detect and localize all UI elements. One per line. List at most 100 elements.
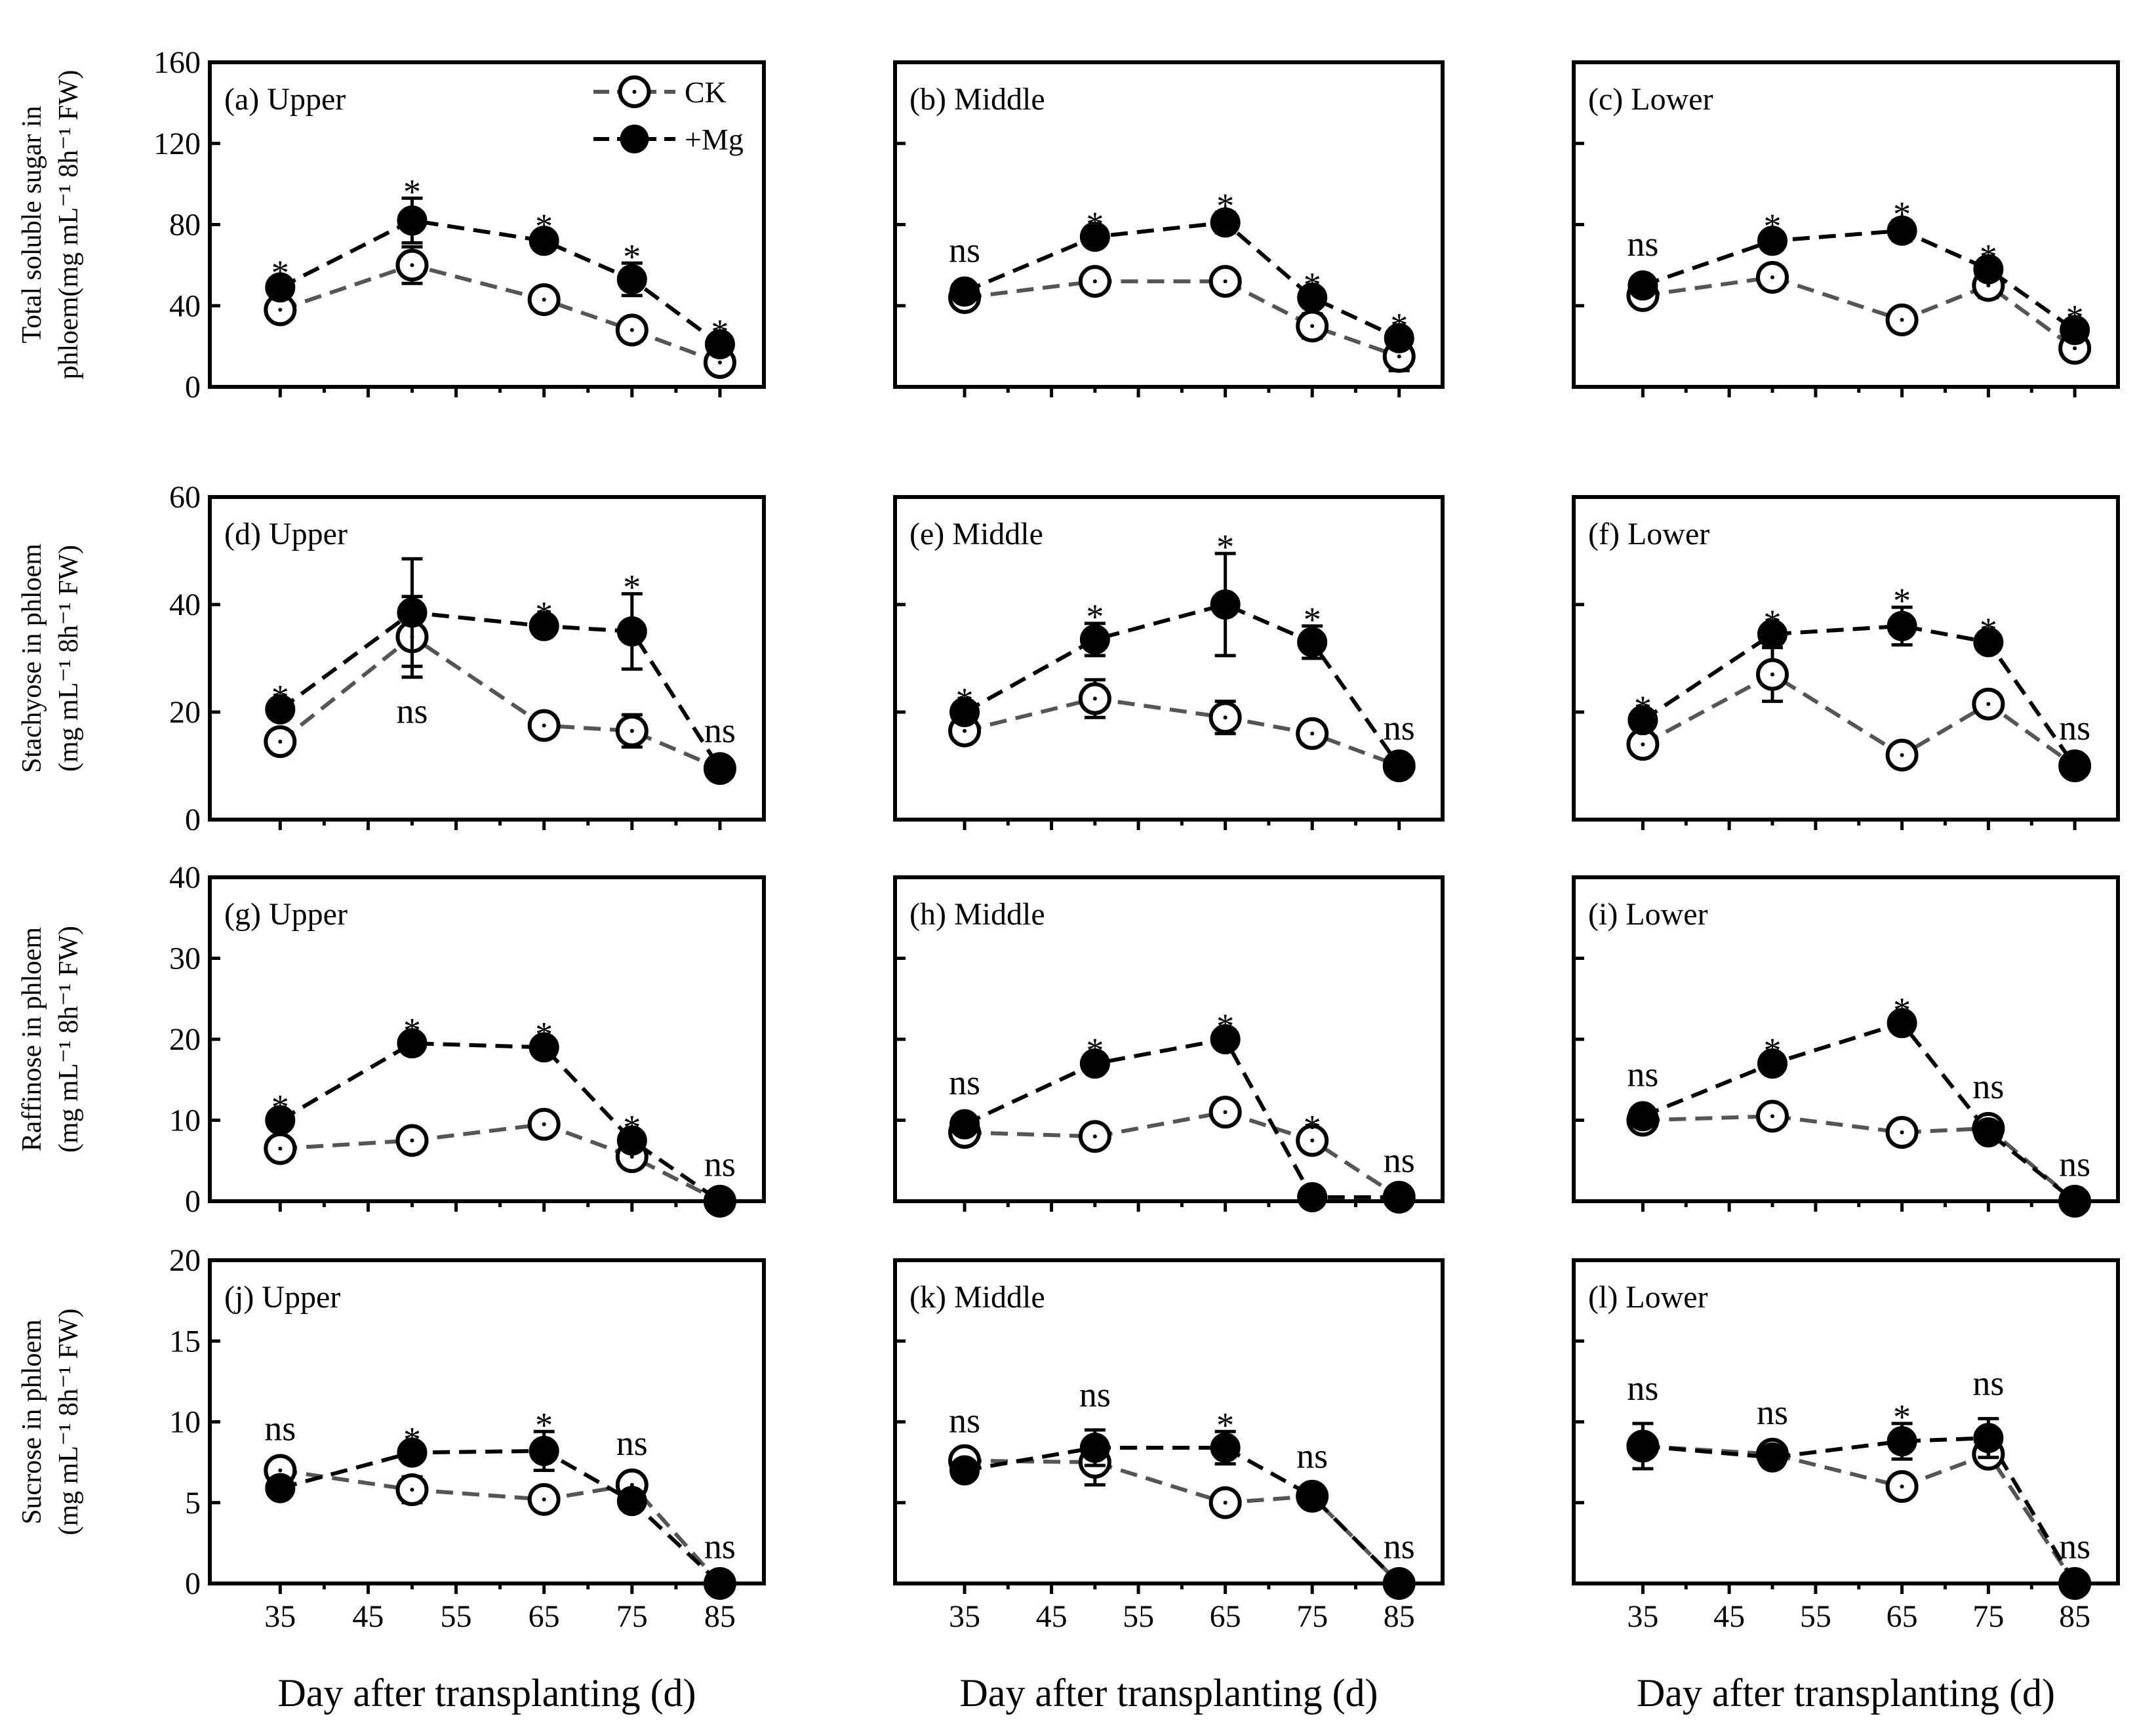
ck-point-center xyxy=(1900,317,1904,322)
ck-point-center xyxy=(1223,279,1228,284)
series-line-ck xyxy=(964,1458,1401,1585)
mg-point xyxy=(1297,1481,1328,1511)
y-tick-label: 120 xyxy=(153,127,201,161)
mg-point xyxy=(1079,222,1110,252)
series-line-ck xyxy=(280,1122,721,1203)
significance-label: ns xyxy=(616,1423,648,1463)
ck-point-center xyxy=(1092,279,1097,284)
y-tick-label: 20 xyxy=(169,1243,201,1278)
mg-point xyxy=(1886,1008,1917,1039)
legend-label: CK xyxy=(685,75,727,109)
significance-label: ns xyxy=(949,1401,980,1440)
significance-label: * xyxy=(1634,688,1652,728)
ck-point-center xyxy=(1092,1134,1097,1139)
significance-label: * xyxy=(1216,186,1234,226)
mg-point xyxy=(529,610,559,641)
mg-point xyxy=(704,753,735,784)
y-tick-label: 40 xyxy=(169,587,201,622)
x-tick-label: 75 xyxy=(616,1599,648,1634)
mg-point xyxy=(1886,1426,1917,1457)
y-tick-label: 10 xyxy=(169,1405,201,1440)
panel-label: (l) Lower xyxy=(1588,1280,1708,1315)
panel-label: (b) Middle xyxy=(909,82,1045,117)
ck-point-center xyxy=(1900,753,1904,757)
y-tick-label: 15 xyxy=(169,1324,201,1359)
significance-label: * xyxy=(956,681,974,720)
ck-point-center xyxy=(1397,354,1401,359)
mg-point xyxy=(1210,1024,1241,1054)
significance-label: ns xyxy=(1384,708,1415,747)
ck-point-center xyxy=(542,1497,546,1502)
plot-frame xyxy=(1572,495,2120,822)
significance-label: * xyxy=(1980,610,1997,650)
mg-point xyxy=(265,1473,296,1503)
ck-point-center xyxy=(963,728,967,733)
series-line-ck xyxy=(1641,672,2076,768)
ck-point-center xyxy=(278,1468,283,1473)
mg-point xyxy=(1210,1432,1241,1463)
x-tick-label: 55 xyxy=(1123,1599,1154,1634)
mg-point xyxy=(2060,315,2090,346)
x-tick-label: 45 xyxy=(1036,1599,1068,1634)
significance-label: * xyxy=(1304,600,1321,639)
plot-frame xyxy=(893,495,1445,822)
mg-point xyxy=(1627,270,1658,301)
panel-label: (e) Middle xyxy=(909,517,1043,551)
significance-label: * xyxy=(535,1405,553,1444)
ck-point-center xyxy=(629,328,634,332)
panel-b-middle: (b) Middle ns * * * * xyxy=(893,60,1445,397)
panel-label: (i) Lower xyxy=(1588,897,1708,932)
ck-point-center xyxy=(1223,715,1228,720)
y-axis-label-row4-line2: (mg mL⁻¹ 8h⁻¹ FW) xyxy=(54,1309,84,1536)
ck-point-center xyxy=(1986,702,1991,706)
mg-point xyxy=(1757,226,1788,256)
significance-label: * xyxy=(271,1088,289,1127)
mg-point xyxy=(1886,610,1917,641)
legend-marker-ck-center xyxy=(632,90,637,94)
x-tick-label: 35 xyxy=(949,1599,980,1634)
ck-point-center xyxy=(1310,324,1315,328)
significance-label: * xyxy=(1216,527,1234,567)
mg-point xyxy=(2060,1186,2090,1216)
significance-label: ns xyxy=(949,230,980,269)
ck-point-center xyxy=(629,1155,634,1159)
ck-point-center xyxy=(1641,742,1645,747)
panel-label: (j) Upper xyxy=(224,1280,340,1315)
significance-label: ns xyxy=(2059,708,2090,747)
significance-label: * xyxy=(711,312,729,351)
mg-point xyxy=(2060,1568,2090,1599)
x-tick-label: 55 xyxy=(1800,1599,1831,1634)
ck-point-center xyxy=(629,728,634,733)
mg-point xyxy=(1627,705,1658,736)
y-axis-label-row1-line1: Total soluble sugar in xyxy=(17,106,47,343)
significance-label: ns xyxy=(1627,1368,1658,1408)
panel-d-upper: 0 20 40 60 (d) Upper * ns * * ns xyxy=(169,480,766,837)
mg-point xyxy=(1384,751,1414,781)
mg-point xyxy=(1210,207,1241,238)
ck-point-center xyxy=(1770,1114,1775,1119)
panel-label: (h) Middle xyxy=(909,897,1045,932)
mg-point xyxy=(1297,282,1328,313)
x-tick-label: 45 xyxy=(1713,1599,1745,1634)
ck-point-center xyxy=(1310,731,1315,736)
significance-label: ns xyxy=(704,711,736,750)
mg-point xyxy=(529,1032,559,1063)
mg-point xyxy=(704,1568,735,1599)
ck-point-center xyxy=(1900,1130,1904,1135)
ck-point-center xyxy=(410,1138,414,1143)
series-line-ck xyxy=(279,263,721,365)
ck-point-center xyxy=(278,308,283,312)
mg-point xyxy=(949,276,980,307)
significance-label: * xyxy=(1893,194,1911,233)
significance-label: ns xyxy=(396,692,428,731)
significance-label: * xyxy=(403,1010,421,1050)
ck-point-center xyxy=(278,740,283,744)
significance-label: ns xyxy=(1296,1436,1328,1475)
series-line-ck xyxy=(279,634,721,770)
significance-label: * xyxy=(1893,990,1911,1029)
mg-point xyxy=(949,697,980,727)
plot-frame xyxy=(208,495,766,822)
panel-i-lower: (i) Lower ns * * ns ns xyxy=(1572,875,2120,1218)
legend-label: +Mg xyxy=(685,123,744,156)
mg-point xyxy=(1973,254,2004,285)
